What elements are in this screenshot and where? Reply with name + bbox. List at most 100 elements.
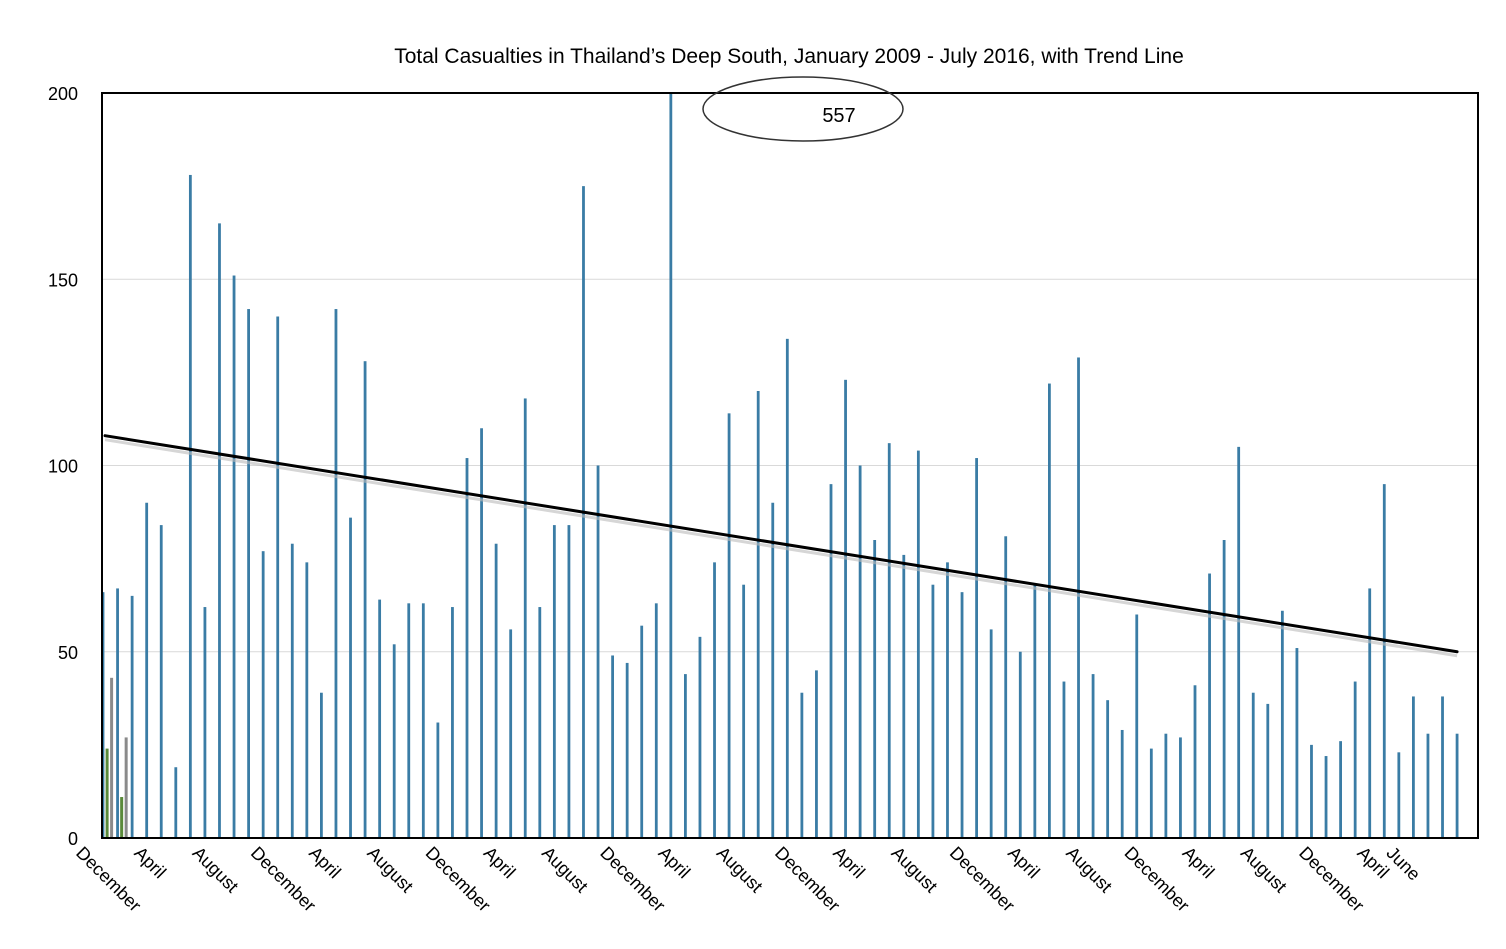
bar xyxy=(334,309,338,838)
bar xyxy=(1266,703,1270,838)
bar xyxy=(261,551,265,838)
bar xyxy=(916,450,920,838)
annotation: 557 xyxy=(702,76,904,142)
x-tick-label: August xyxy=(363,843,417,897)
bar xyxy=(1280,610,1284,838)
bar xyxy=(1091,674,1095,838)
bar xyxy=(669,93,673,838)
annotation-ellipse xyxy=(702,76,904,142)
bar xyxy=(1004,536,1008,838)
bar xyxy=(858,465,862,838)
bar xyxy=(1455,733,1459,838)
trend-line-shadow xyxy=(104,438,1458,658)
bar xyxy=(1295,648,1299,838)
bar xyxy=(815,670,818,838)
bar xyxy=(276,316,280,838)
bar xyxy=(1106,700,1110,838)
bar xyxy=(552,525,556,838)
bar xyxy=(290,543,294,838)
bar xyxy=(1179,737,1182,838)
bar xyxy=(1120,729,1124,838)
bar xyxy=(159,525,163,838)
bar xyxy=(887,443,891,838)
bar-series-2 xyxy=(120,797,124,838)
x-tick-label: April xyxy=(480,843,520,883)
bar xyxy=(392,644,396,838)
bar xyxy=(1251,692,1255,838)
x-tick-label: August xyxy=(1237,843,1291,897)
bar xyxy=(611,655,614,838)
bar xyxy=(523,398,527,838)
x-tick-label: August xyxy=(189,843,243,897)
bar xyxy=(349,517,352,838)
bar xyxy=(1382,484,1386,838)
x-tick-label: August xyxy=(713,843,767,897)
bar xyxy=(378,599,382,838)
bar xyxy=(116,588,119,838)
bar xyxy=(654,603,658,838)
trend-line xyxy=(103,434,1459,654)
bar xyxy=(1324,756,1328,838)
bar xyxy=(480,428,483,838)
y-tick-label: 200 xyxy=(48,84,78,104)
bar xyxy=(1135,614,1139,838)
bar xyxy=(363,361,367,838)
bar xyxy=(421,603,425,838)
bar xyxy=(1426,733,1430,838)
bar xyxy=(596,465,600,838)
bar xyxy=(785,338,789,838)
bar xyxy=(436,722,440,838)
bar-series-3 xyxy=(110,677,114,838)
bar xyxy=(975,458,978,838)
bar xyxy=(567,525,571,838)
bar xyxy=(625,662,629,838)
bar xyxy=(713,562,716,838)
x-tick-label: April xyxy=(1004,843,1044,883)
bar xyxy=(1368,588,1372,838)
plot-frame xyxy=(101,92,1479,839)
bar xyxy=(451,607,454,838)
bar xyxy=(145,502,149,838)
bar xyxy=(509,629,513,838)
bar xyxy=(218,223,221,838)
bar xyxy=(1353,681,1357,838)
bar xyxy=(232,275,236,838)
chart-title: Total Casualties in Thailand’s Deep Sout… xyxy=(394,45,1184,68)
bar xyxy=(684,674,687,838)
bar xyxy=(407,603,411,838)
bar xyxy=(1397,752,1401,838)
bar xyxy=(989,629,993,838)
bar xyxy=(902,554,906,838)
y-tick-label: 150 xyxy=(48,270,78,290)
bar xyxy=(130,595,134,838)
bar xyxy=(203,607,207,838)
bar xyxy=(1208,573,1211,838)
bar xyxy=(1048,383,1051,838)
bar xyxy=(1033,584,1037,838)
y-tick-label: 100 xyxy=(48,457,78,477)
bar xyxy=(1077,357,1080,838)
bar xyxy=(188,174,192,838)
bar xyxy=(1062,681,1066,838)
bar xyxy=(960,592,964,838)
x-tick-label: April xyxy=(130,843,170,883)
bar xyxy=(1412,696,1415,838)
x-tick-label: April xyxy=(1179,843,1219,883)
bar xyxy=(1193,685,1197,838)
bar xyxy=(931,584,935,838)
bar xyxy=(727,413,731,838)
bar xyxy=(494,543,498,838)
bar xyxy=(771,502,775,838)
bar xyxy=(640,625,644,838)
bar xyxy=(174,767,178,838)
bar xyxy=(829,484,833,838)
bar xyxy=(756,391,760,838)
bar xyxy=(1149,748,1153,838)
bar xyxy=(742,584,746,838)
x-tick-label: August xyxy=(538,843,592,897)
bar xyxy=(844,379,847,838)
bar xyxy=(1222,540,1226,838)
bar xyxy=(1237,446,1241,838)
bar xyxy=(247,309,250,838)
